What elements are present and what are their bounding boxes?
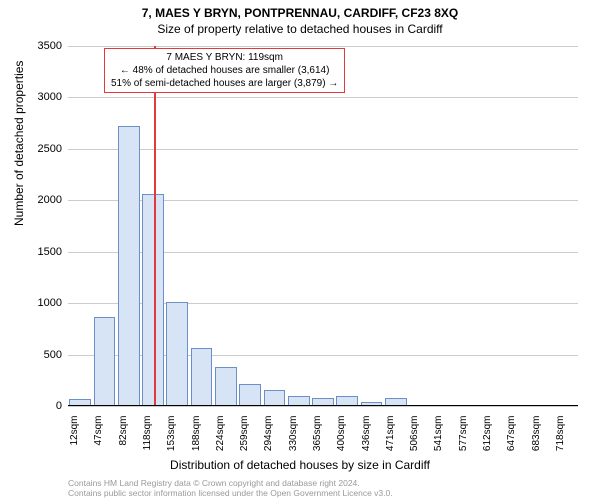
y-tick-label: 500 <box>22 349 62 361</box>
bar <box>94 317 116 406</box>
annotation-line: 7 MAES Y BRYN: 119sqm <box>111 51 338 64</box>
property-marker-line <box>154 46 156 406</box>
gridline <box>68 97 578 98</box>
gridline <box>68 149 578 150</box>
footer-line-1: Contains HM Land Registry data © Crown c… <box>68 478 393 488</box>
y-tick-label: 0 <box>22 400 62 412</box>
y-tick-label: 3500 <box>22 40 62 52</box>
chart-subtitle: Size of property relative to detached ho… <box>0 20 600 36</box>
chart-title: 7, MAES Y BRYN, PONTPRENNAU, CARDIFF, CF… <box>0 0 600 20</box>
gridline <box>68 406 578 407</box>
y-tick-label: 2500 <box>22 143 62 155</box>
x-axis-line <box>68 405 578 406</box>
annotation-box: 7 MAES Y BRYN: 119sqm← 48% of detached h… <box>104 48 345 93</box>
bar <box>215 367 237 406</box>
y-tick-label: 1500 <box>22 246 62 258</box>
y-tick-label: 3000 <box>22 91 62 103</box>
bar <box>239 384 261 406</box>
annotation-line: ← 48% of detached houses are smaller (3,… <box>111 64 338 77</box>
chart-plot-area: 050010001500200025003000350012sqm47sqm82… <box>68 46 578 406</box>
gridline <box>68 46 578 47</box>
bar <box>264 390 286 406</box>
footer-attribution: Contains HM Land Registry data © Crown c… <box>68 478 393 498</box>
bar <box>118 126 140 406</box>
footer-line-2: Contains public sector information licen… <box>68 488 393 498</box>
x-axis-label: Distribution of detached houses by size … <box>0 458 600 472</box>
bar <box>191 348 213 406</box>
y-tick-label: 1000 <box>22 297 62 309</box>
annotation-line: 51% of semi-detached houses are larger (… <box>111 77 338 90</box>
bar <box>166 302 188 406</box>
y-tick-label: 2000 <box>22 194 62 206</box>
